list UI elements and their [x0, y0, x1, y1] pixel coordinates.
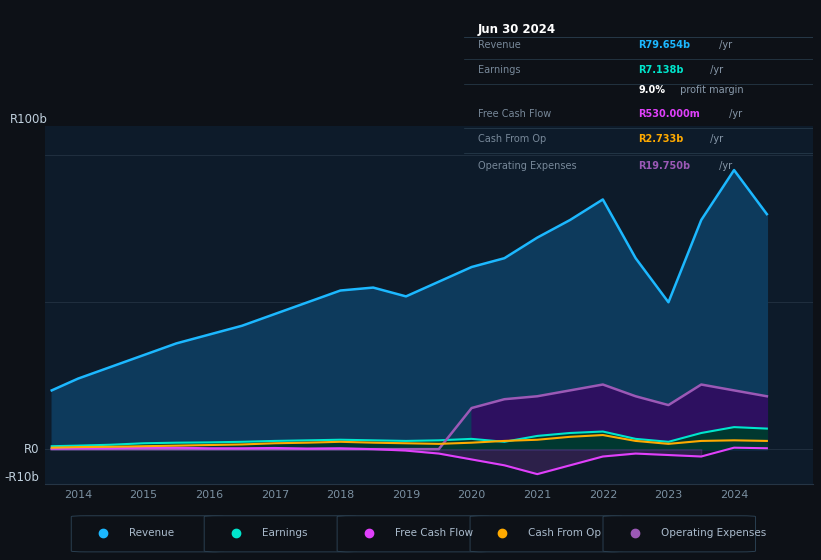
FancyBboxPatch shape: [71, 516, 224, 552]
Text: /yr: /yr: [717, 40, 732, 50]
Text: R7.138b: R7.138b: [639, 65, 684, 75]
Text: /yr: /yr: [707, 65, 722, 75]
Text: Revenue: Revenue: [130, 529, 175, 538]
Text: Free Cash Flow: Free Cash Flow: [478, 110, 551, 119]
Text: profit margin: profit margin: [677, 85, 744, 95]
Text: Operating Expenses: Operating Expenses: [661, 529, 767, 538]
Text: /yr: /yr: [717, 161, 732, 171]
FancyBboxPatch shape: [603, 516, 755, 552]
FancyBboxPatch shape: [204, 516, 356, 552]
Text: /yr: /yr: [707, 134, 722, 144]
Text: R79.654b: R79.654b: [639, 40, 690, 50]
FancyBboxPatch shape: [470, 516, 622, 552]
FancyBboxPatch shape: [337, 516, 489, 552]
Text: -R10b: -R10b: [4, 472, 39, 484]
Text: Jun 30 2024: Jun 30 2024: [478, 23, 556, 36]
Text: Earnings: Earnings: [263, 529, 308, 538]
Text: Operating Expenses: Operating Expenses: [478, 161, 576, 171]
Text: Earnings: Earnings: [478, 65, 521, 75]
Text: R100b: R100b: [10, 113, 48, 126]
Text: R19.750b: R19.750b: [639, 161, 690, 171]
Text: Free Cash Flow: Free Cash Flow: [395, 529, 474, 538]
Text: R2.733b: R2.733b: [639, 134, 684, 144]
Text: R530.000m: R530.000m: [639, 110, 700, 119]
Text: /yr: /yr: [727, 110, 742, 119]
Text: 9.0%: 9.0%: [639, 85, 665, 95]
Text: Revenue: Revenue: [478, 40, 521, 50]
Text: Cash From Op: Cash From Op: [478, 134, 546, 144]
Text: Cash From Op: Cash From Op: [528, 529, 601, 538]
Text: R0: R0: [24, 442, 39, 456]
